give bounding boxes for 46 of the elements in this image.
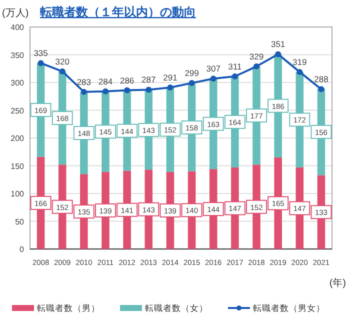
data-label: 319 xyxy=(292,56,308,67)
point xyxy=(210,76,216,82)
data-label: 351 xyxy=(270,39,286,50)
data-label: 291 xyxy=(163,72,178,82)
legend-label: 転職者数（男女） xyxy=(253,303,325,313)
x-axis-title: (年) xyxy=(329,277,346,289)
data-label: 307 xyxy=(206,64,221,74)
point xyxy=(254,63,260,70)
data-label: 288 xyxy=(314,74,329,84)
data-label: 329 xyxy=(249,51,264,62)
y-tick-label: 400 xyxy=(10,23,25,32)
point xyxy=(232,73,238,80)
point xyxy=(59,68,66,74)
legend-item: 転職者数（男） xyxy=(12,303,100,313)
y-tick-label: 350 xyxy=(10,50,25,60)
y-tick-label: 0 xyxy=(20,245,25,254)
y-tick-label: 250 xyxy=(10,106,25,116)
y-tick-label: 100 xyxy=(10,190,25,198)
point xyxy=(167,84,174,90)
data-label: 335 xyxy=(34,48,48,58)
y-tick-label: 300 xyxy=(10,78,25,88)
point xyxy=(296,68,303,75)
legend-label: 転職者数（女） xyxy=(145,303,208,313)
chart-title: 転職者数（１年以内）の動向 xyxy=(40,5,196,19)
point xyxy=(80,88,87,95)
point xyxy=(318,86,324,92)
legend-item: 転職者数（男女） xyxy=(228,303,325,313)
y-tick-label: 150 xyxy=(10,162,25,171)
point xyxy=(38,60,44,66)
point xyxy=(188,80,195,86)
point xyxy=(102,88,108,94)
y-tick-label: 50 xyxy=(15,217,25,226)
point xyxy=(146,86,152,93)
data-label: 286 xyxy=(120,75,134,86)
data-label: 287 xyxy=(142,74,156,85)
legend-item: 転職者数（女） xyxy=(120,303,208,313)
point xyxy=(275,51,282,58)
y-axis-title: (万人) xyxy=(2,8,29,19)
data-label: 283 xyxy=(76,76,92,87)
data-label: 299 xyxy=(184,68,200,78)
data-label: 284 xyxy=(98,76,113,86)
point xyxy=(124,87,130,94)
data-label: 320 xyxy=(55,56,70,66)
data-label: 311 xyxy=(228,61,242,72)
y-tick-label: 200 xyxy=(10,134,25,143)
legend-label: 転職者数（男） xyxy=(37,303,100,313)
